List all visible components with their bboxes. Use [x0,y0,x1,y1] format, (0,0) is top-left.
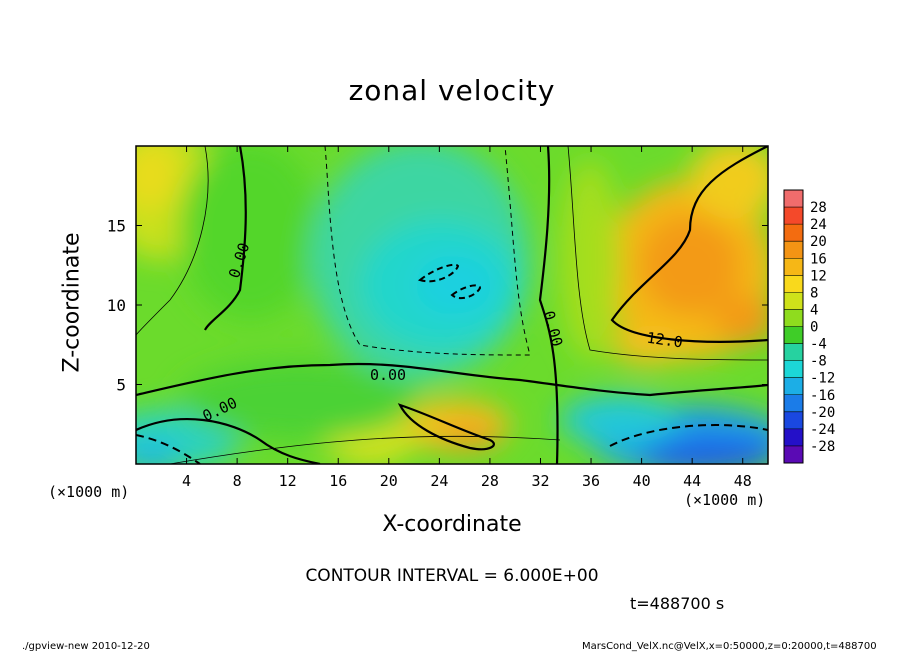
footer-left: ./gpview-new 2010-12-20 [22,641,150,652]
heatmap-field [136,146,768,464]
colorbar-label: -20 [810,405,835,421]
footer-right: MarsCond_VelX.nc@VelX,x=0:50000,z=0:2000… [582,641,877,652]
x-tick-label: 28 [481,472,499,490]
colorbar-label: 8 [810,285,818,301]
colorbar-label: -28 [810,439,835,455]
colorbar-swatch [784,275,803,293]
colorbar-label: 20 [810,234,827,250]
x-tick-label: 12 [279,472,297,490]
colorbar-swatch [784,394,803,413]
x-tick-label: 20 [380,472,398,490]
x-tick-label: 24 [430,472,448,490]
y-tick-label: 5 [116,376,126,395]
colorbar-label: -12 [810,371,835,387]
x-tick-label: 8 [233,472,242,490]
colorbar-swatch [784,343,803,362]
colorbar-swatch [784,377,803,396]
colorbar-swatch [784,360,803,379]
contour-interval-text: CONTOUR INTERVAL = 6.000E+00 [305,566,599,586]
x-tick-label: 40 [633,472,651,490]
colorbar-swatch [784,445,803,464]
x-tick-label: 48 [734,472,752,490]
colorbar-swatch [784,207,803,225]
contour-label: 12.0 [646,329,684,352]
x-axis-ticks: 4 8 12 16 20 24 28 32 36 40 44 48 [182,146,752,490]
x-tick-label: 16 [329,472,347,490]
x-tick-label: 4 [182,472,191,490]
x-unit-label-left: (×1000 m) [48,483,130,501]
colorbar-swatch [784,241,803,259]
colorbar-swatch [784,292,803,310]
colorbar-swatch [784,309,803,327]
colorbar-label: -8 [810,354,827,370]
colorbar-label: 4 [810,302,818,318]
x-tick-label: 32 [531,472,549,490]
x-tick-label: 36 [582,472,600,490]
colorbar-label: -4 [810,337,827,353]
y-axis-ticks: 5 10 15 [107,217,768,395]
colorbar-swatch [784,428,803,447]
colorbar-swatch [784,411,803,430]
x-axis-label: X-coordinate [382,512,522,537]
colorbar-label: 16 [810,251,827,267]
colorbar-label: 0 [810,320,818,336]
colorbar-swatch [784,190,803,208]
colorbar-swatch [784,224,803,242]
colorbar-label: 24 [810,217,827,233]
colorbar-swatch [784,326,803,345]
colorbar-label: 12 [810,268,827,284]
colorbar-label: -16 [810,388,835,404]
contour-lines [136,146,768,464]
time-text: t=488700 s [630,594,725,613]
colorbar-label: 28 [810,200,827,216]
x-unit-label-right: (×1000 m) [684,491,766,509]
y-tick-label: 10 [107,296,126,315]
contour-label: 0.00 [370,366,406,384]
chart-title: zonal velocity [348,74,556,107]
colorbar-label: -24 [810,422,835,438]
x-tick-label: 44 [683,472,701,490]
y-tick-label: 15 [107,217,126,236]
colorbar-swatch [784,258,803,276]
